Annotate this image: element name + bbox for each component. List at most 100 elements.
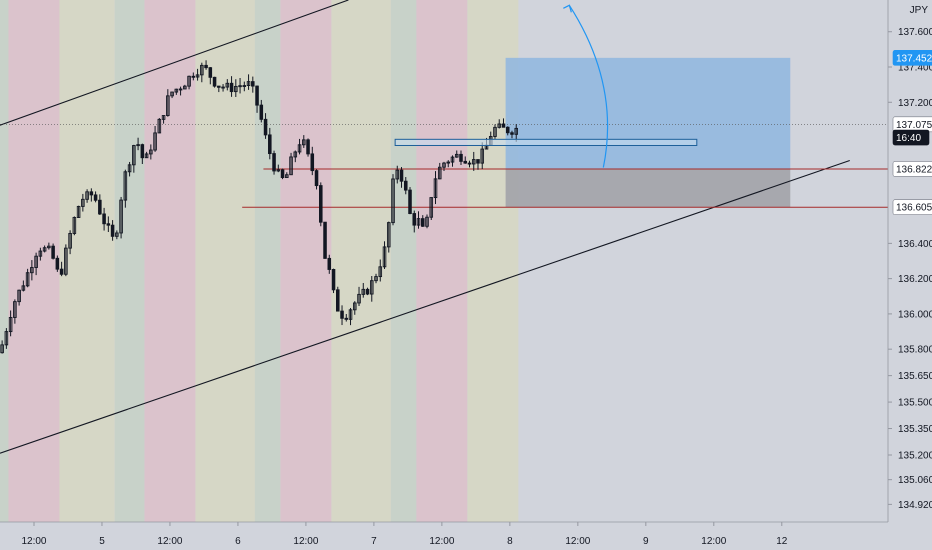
- candle-body: [276, 169, 281, 172]
- session-band: [416, 0, 468, 522]
- candle-body: [225, 82, 230, 88]
- candle-body: [191, 75, 196, 78]
- candle-body: [30, 267, 34, 274]
- time-tick-label: 12:00: [429, 536, 454, 547]
- candle-body: [21, 285, 26, 291]
- stop-zone[interactable]: [505, 168, 791, 208]
- session-band: [254, 0, 281, 522]
- time-tick-label: 12: [776, 536, 788, 547]
- drawing-lines[interactable]: [0, 0, 888, 454]
- candle-body: [153, 132, 157, 151]
- candle-body: [221, 86, 225, 89]
- candle-body: [336, 289, 340, 312]
- session-band: [8, 0, 60, 522]
- time-tick-label: 5: [99, 536, 105, 547]
- candle-body: [420, 218, 425, 227]
- time-tick-label: 7: [371, 536, 377, 547]
- candle-body: [144, 153, 149, 159]
- session-band: [0, 0, 9, 522]
- candle-body: [476, 159, 480, 164]
- candle-body: [272, 153, 276, 172]
- trendline[interactable]: [0, 0, 349, 126]
- candle-body: [293, 151, 298, 158]
- price-label-tag: [892, 161, 932, 177]
- time-tick-label: 6: [235, 536, 241, 547]
- time-tick-label: 12:00: [701, 536, 726, 547]
- candle-body: [89, 191, 94, 196]
- candle-body: [246, 81, 251, 86]
- candle-body: [183, 85, 187, 90]
- candle-body: [51, 245, 55, 259]
- candle-body: [408, 189, 412, 214]
- candle-body: [378, 266, 383, 278]
- candle-body: [450, 156, 455, 163]
- price-tick-label: 135.800: [898, 345, 932, 356]
- price-label-text: 136.822: [896, 164, 932, 175]
- trendline[interactable]: [0, 159, 850, 454]
- candle-body: [319, 185, 323, 223]
- candle-body: [374, 276, 378, 282]
- candle-body: [119, 199, 123, 234]
- candle-body: [429, 197, 434, 218]
- price-tick-label: 137.600: [898, 27, 932, 38]
- candle-body: [136, 144, 140, 147]
- candle-body: [0, 344, 4, 354]
- candle-body: [348, 309, 353, 320]
- candle-body: [327, 257, 332, 270]
- candle-body: [454, 153, 459, 158]
- candle-body: [361, 288, 366, 295]
- time-axis[interactable]: 12:00 5 12:00 6 12:00 7 12:00 8 12:00 9 12:00 12: [0, 521, 932, 550]
- candle-body: [72, 217, 77, 234]
- candle-body: [259, 104, 264, 120]
- candle-body: [64, 247, 68, 275]
- currency-label: JPY: [910, 5, 929, 16]
- candle-body: [255, 85, 259, 106]
- candle-body: [501, 123, 506, 128]
- session-band: [390, 0, 417, 522]
- target-zone[interactable]: [505, 57, 791, 169]
- candle-body: [433, 178, 438, 199]
- session-bands: [0, 0, 519, 522]
- candle-body: [166, 95, 170, 116]
- candle-body: [217, 85, 221, 88]
- candle-body: [365, 288, 370, 295]
- price-tick-label: 137.200: [898, 98, 932, 109]
- time-tick-label: 12:00: [21, 536, 46, 547]
- time-tick-label: 12:00: [157, 536, 182, 547]
- position-zones[interactable]: [505, 57, 791, 208]
- session-band: [195, 0, 255, 522]
- price-label-text: 137.452: [896, 53, 932, 64]
- consolidation-box[interactable]: [394, 138, 698, 146]
- price-tick-label: 134.920: [898, 500, 932, 511]
- candle-body: [251, 81, 255, 87]
- projection-arrow[interactable]: [568, 4, 609, 168]
- candle-body: [157, 118, 162, 134]
- candle-body: [353, 302, 357, 311]
- candle-body: [268, 134, 272, 155]
- candle-body: [399, 169, 404, 182]
- candle-body: [459, 153, 463, 162]
- candle-body: [8, 317, 13, 333]
- candle-body: [55, 257, 60, 270]
- candle-body: [68, 233, 72, 249]
- candle-body: [17, 289, 21, 303]
- price-axis[interactable]: JPY 137.600 137.400 137.200 136.400 136.200 13…: [887, 0, 932, 550]
- price-labels: 137.452 137.075 16:40 136.822 136.605: [892, 50, 932, 216]
- price-tick-label: 137.400: [898, 63, 932, 74]
- overlay-drawings[interactable]: [394, 4, 698, 168]
- candle-body: [386, 222, 391, 248]
- candle-body: [514, 127, 519, 135]
- candle-body: [115, 232, 119, 237]
- candle-body: [195, 74, 200, 78]
- price-tick-label: 135.500: [898, 398, 932, 409]
- candle-body: [174, 88, 179, 93]
- candle-body: [314, 170, 319, 187]
- candle-body: [178, 88, 183, 91]
- candle-body: [505, 126, 510, 134]
- candle-body: [238, 85, 242, 88]
- candle-body: [161, 115, 166, 120]
- time-tick-label: 12:00: [293, 536, 318, 547]
- candle-body: [140, 144, 145, 159]
